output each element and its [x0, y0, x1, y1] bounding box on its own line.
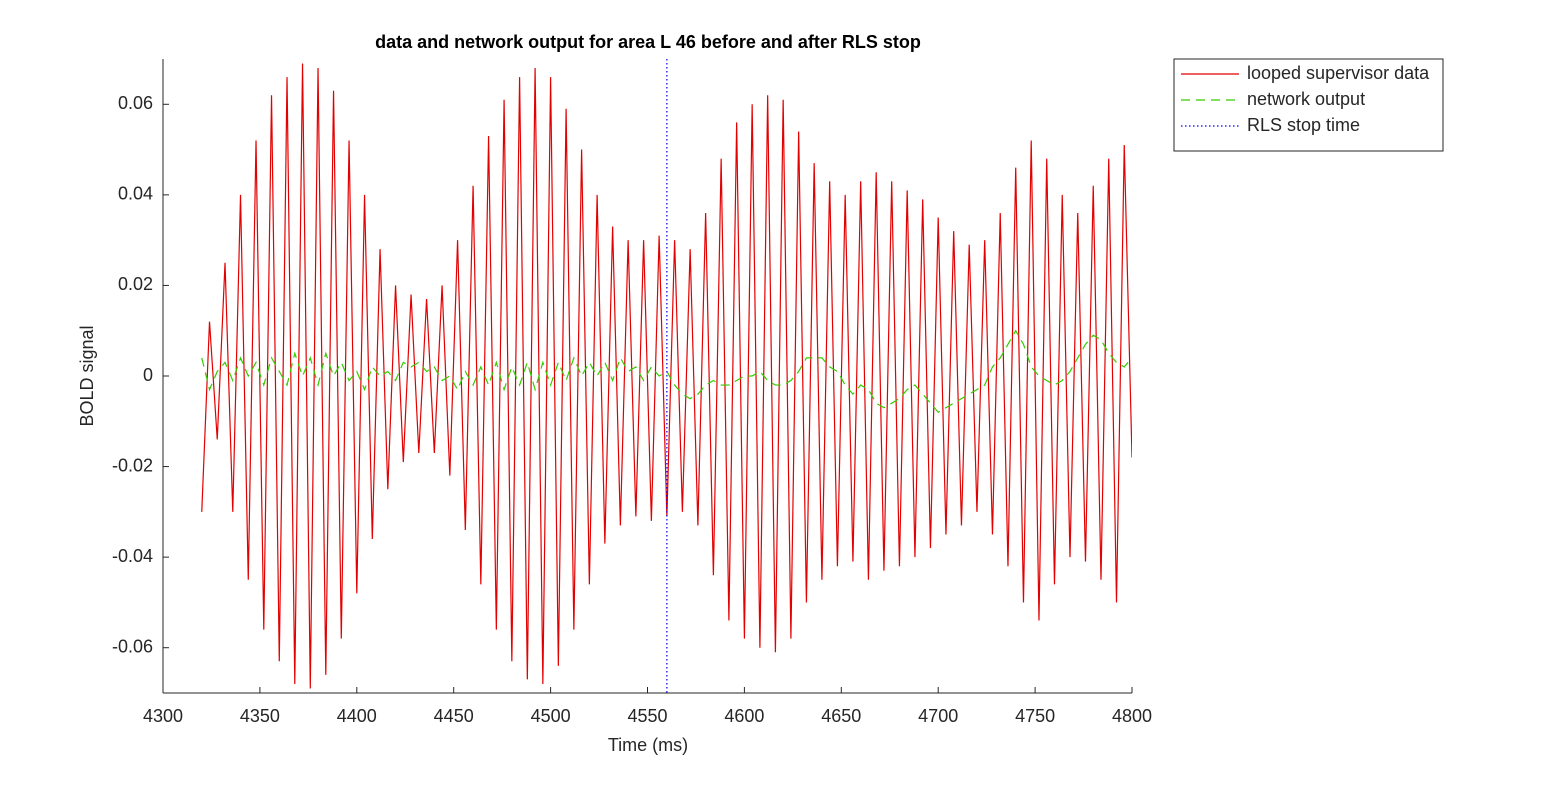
y-tick-label: -0.02: [112, 455, 153, 475]
x-tick-label: 4800: [1112, 706, 1152, 726]
y-axis-label: BOLD signal: [77, 325, 97, 426]
x-tick-label: 4450: [434, 706, 474, 726]
x-tick-label: 4500: [531, 706, 571, 726]
y-tick-label: 0.06: [118, 93, 153, 113]
chart-title: data and network output for area L 46 be…: [375, 32, 921, 52]
y-tick-label: 0.02: [118, 274, 153, 294]
y-tick-label: -0.04: [112, 546, 153, 566]
x-tick-label: 4400: [337, 706, 377, 726]
x-axis-label: Time (ms): [608, 735, 688, 755]
y-tick-label: 0.04: [118, 184, 153, 204]
legend-label: network output: [1247, 89, 1365, 109]
x-tick-label: 4300: [143, 706, 183, 726]
x-tick-label: 4550: [627, 706, 667, 726]
legend-label: looped supervisor data: [1247, 63, 1430, 83]
y-tick-label: -0.06: [112, 636, 153, 656]
legend-label: RLS stop time: [1247, 115, 1360, 135]
x-tick-label: 4650: [821, 706, 861, 726]
x-tick-label: 4350: [240, 706, 280, 726]
x-tick-label: 4600: [724, 706, 764, 726]
x-tick-label: 4700: [918, 706, 958, 726]
y-tick-label: 0: [143, 365, 153, 385]
x-tick-label: 4750: [1015, 706, 1055, 726]
